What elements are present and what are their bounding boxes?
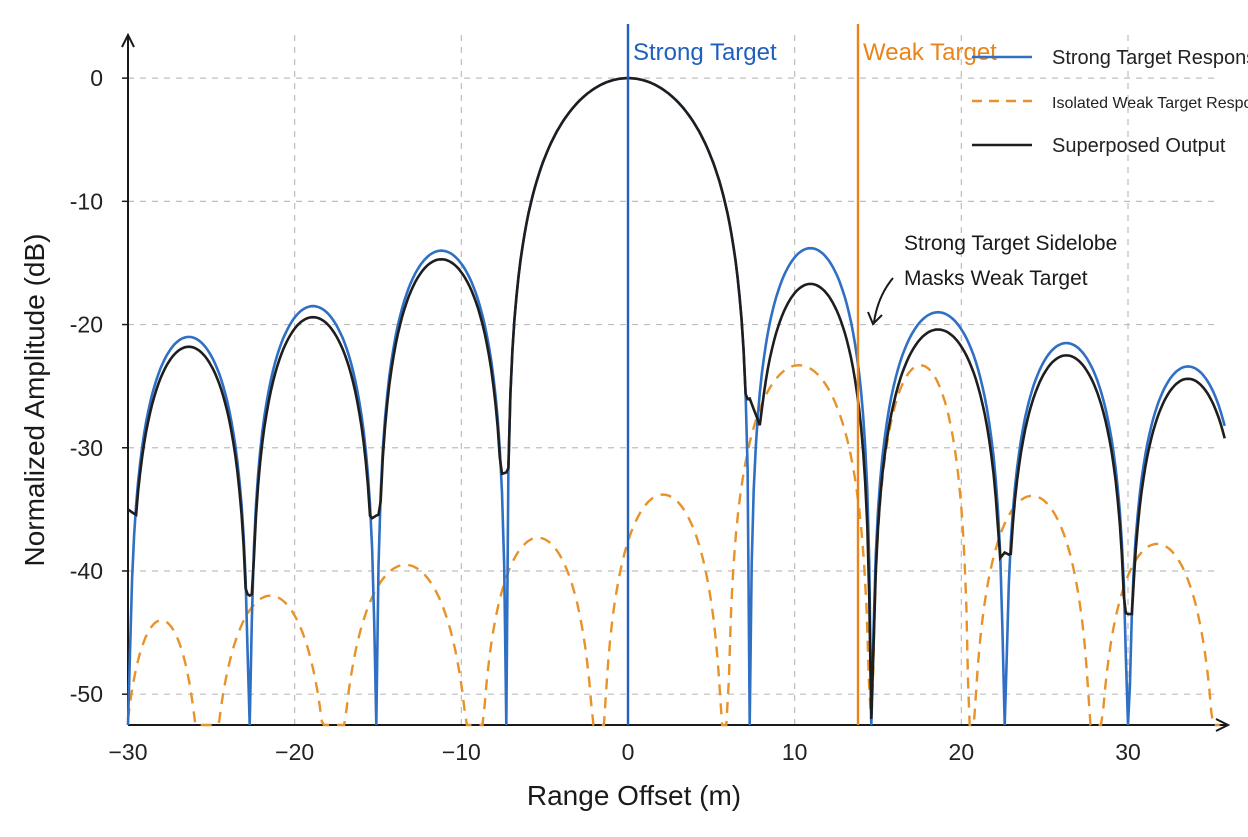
x-tick-label: 20 (949, 739, 975, 765)
y-axis-arrow (121, 32, 135, 48)
legend: Strong Target Response Isolated Weak Targ… (972, 47, 1248, 157)
x-tick-label: −20 (275, 739, 314, 765)
series-strong-line (126, 76, 1226, 726)
annotation-arrow (873, 277, 894, 323)
annotation-line-2: Masks Weak Target (904, 267, 1088, 290)
y-tick-label: -20 (70, 312, 103, 338)
y-tick-label: -10 (70, 188, 103, 214)
series-weak-line (126, 363, 1220, 727)
marker-layer: Strong Target Weak Target (626, 24, 997, 725)
y-tick-label: 0 (90, 65, 103, 91)
y-tick-label: -30 (70, 435, 103, 461)
legend-label: Isolated Weak Target Response (1052, 95, 1248, 112)
legend-label: Superposed Output (1052, 135, 1226, 157)
x-tick-label: 30 (1115, 739, 1141, 765)
x-axis-arrow (1215, 718, 1231, 732)
strong-target-label: Strong Target (633, 39, 777, 66)
grid-layer (128, 35, 1218, 725)
y-tick-label: -50 (70, 681, 103, 707)
series-layer (126, 76, 1226, 727)
y-axis-label: Normalized Amplitude (dB) (19, 233, 50, 566)
x-axis-label: Range Offset (m) (527, 780, 741, 811)
annotation (867, 277, 894, 326)
annotation-line-1: Strong Target Sidelobe (904, 232, 1117, 255)
series-superposed-line (127, 76, 1226, 719)
annotation-arrowhead (867, 311, 883, 326)
axes-layer: 0 -10 -20 -30 -40 -50 −30 −20 −10 0 10 20 30 (70, 32, 1231, 765)
x-tick-label: −10 (442, 739, 481, 765)
x-tick-label: −30 (108, 739, 147, 765)
y-tick-label: -40 (70, 558, 103, 584)
weak-target-label: Weak Target (863, 39, 997, 66)
legend-label: Strong Target Response (1052, 47, 1248, 69)
x-tick-label: 0 (622, 739, 635, 765)
x-tick-label: 10 (782, 739, 808, 765)
